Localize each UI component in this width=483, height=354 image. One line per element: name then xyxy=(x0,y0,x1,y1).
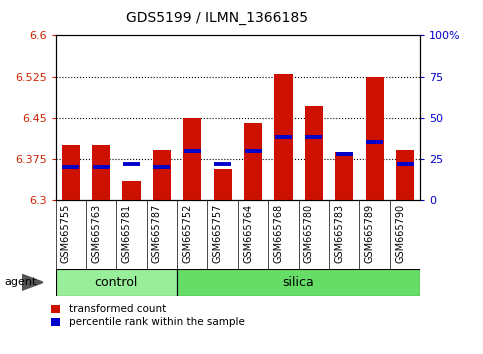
Text: GSM665764: GSM665764 xyxy=(243,204,253,263)
Text: GSM665752: GSM665752 xyxy=(182,204,192,263)
Bar xyxy=(153,149,171,200)
FancyBboxPatch shape xyxy=(56,269,177,296)
Text: GSM665780: GSM665780 xyxy=(304,204,314,263)
Text: GSM665755: GSM665755 xyxy=(61,204,71,263)
Text: GSM665789: GSM665789 xyxy=(365,204,375,263)
Text: GSM665757: GSM665757 xyxy=(213,204,223,263)
Bar xyxy=(122,181,141,200)
Bar xyxy=(305,105,323,200)
Text: GSM665790: GSM665790 xyxy=(395,204,405,263)
Bar xyxy=(366,77,384,200)
Polygon shape xyxy=(22,274,43,290)
Bar xyxy=(244,123,262,200)
Text: GSM665787: GSM665787 xyxy=(152,204,162,263)
Bar xyxy=(274,74,293,200)
Text: GSM665781: GSM665781 xyxy=(122,204,131,263)
Bar xyxy=(396,149,414,200)
Text: GSM665763: GSM665763 xyxy=(91,204,101,263)
Bar xyxy=(92,145,110,200)
Text: GSM665783: GSM665783 xyxy=(334,204,344,263)
Text: GSM665768: GSM665768 xyxy=(273,204,284,263)
Text: control: control xyxy=(95,276,138,289)
Text: GDS5199 / ILMN_1366185: GDS5199 / ILMN_1366185 xyxy=(127,11,308,25)
Bar xyxy=(62,145,80,200)
Text: agent: agent xyxy=(5,277,37,287)
FancyBboxPatch shape xyxy=(177,269,420,296)
Bar xyxy=(213,169,232,200)
Text: silica: silica xyxy=(283,276,314,289)
Bar xyxy=(183,118,201,200)
Bar xyxy=(335,152,354,200)
Legend: transformed count, percentile rank within the sample: transformed count, percentile rank withi… xyxy=(51,304,245,327)
